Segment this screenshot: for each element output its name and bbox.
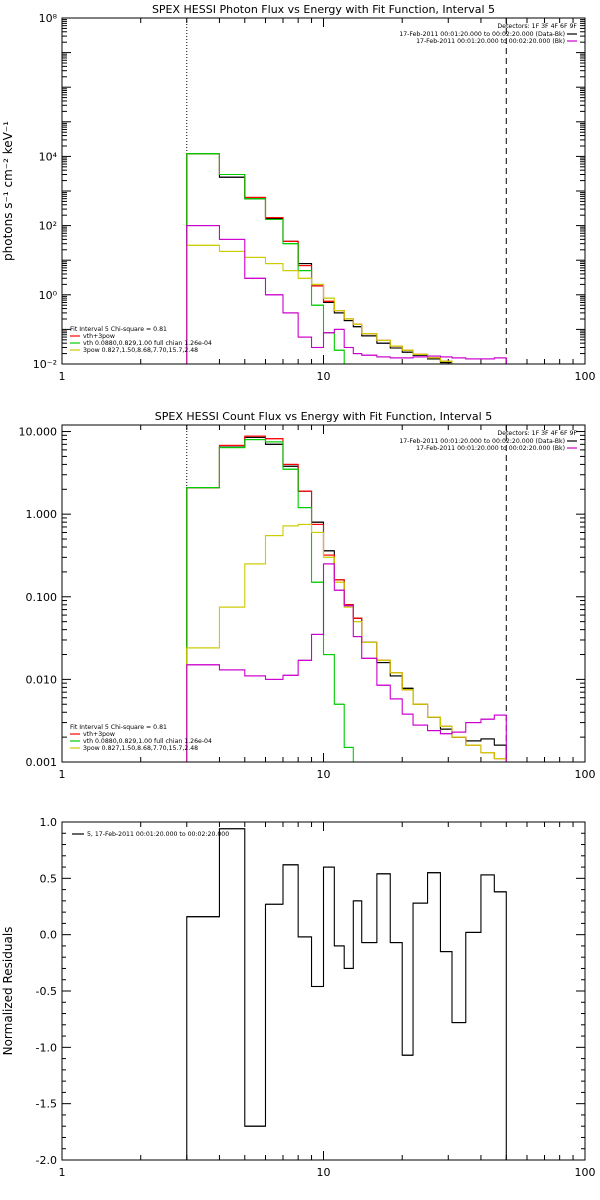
plot-area bbox=[186, 153, 507, 364]
series-vth bbox=[186, 153, 354, 364]
series-vth bbox=[186, 438, 354, 762]
y-tick-label: 0.100 bbox=[26, 591, 58, 604]
series-line-vth bbox=[186, 438, 354, 762]
x-tick-label: 100 bbox=[575, 1166, 596, 1179]
top-legend-entry: 17-Feb-2011 00:01:20.000 to 00:02:20.000… bbox=[416, 445, 565, 452]
top-legend-entry: 17-Feb-2011 00:01:20.000 to 00:02:20.000… bbox=[399, 31, 565, 38]
y-axis-label: photons s⁻¹ cm⁻² keV⁻¹ bbox=[1, 121, 15, 261]
x-tick-label: 100 bbox=[575, 768, 596, 781]
series-residuals bbox=[186, 828, 507, 1160]
y-tick-label: -2.0 bbox=[36, 1154, 57, 1167]
series-bk bbox=[186, 225, 507, 364]
x-tick-label: 100 bbox=[575, 370, 596, 383]
x-tick-label: 10 bbox=[317, 1166, 331, 1179]
y-tick-label: 10² bbox=[39, 220, 57, 233]
y-tick-label: 0.001 bbox=[26, 756, 58, 769]
y-tick-label: 10.000 bbox=[19, 426, 58, 439]
fit-legend-header: Fit Interval 5 Chi-square = 0.81 bbox=[70, 724, 167, 731]
fit-legend-entry: vth 0.0880,0.829,1.00 full chian 1.26e-0… bbox=[83, 738, 212, 745]
y-tick-label: 10⁻² bbox=[33, 358, 57, 371]
detectors-label: Detectors: 1F 3F 4F 6F 9F bbox=[497, 430, 577, 437]
y-tick-label: 1.0 bbox=[40, 816, 58, 829]
x-tick-label: 1 bbox=[59, 370, 66, 383]
series-vth+3pow bbox=[186, 153, 453, 364]
y-tick-label: 0.010 bbox=[26, 673, 58, 686]
series-line-3pow bbox=[186, 523, 507, 762]
fit-legend-entry: vth 0.0880,0.829,1.00 full chian 1.26e-0… bbox=[83, 340, 212, 347]
x-tick-label: 10 bbox=[317, 370, 331, 383]
panel-3: 1 10 100 -2.0 -1.5 -1.0 -0.5 0.0 0.5 1.0 Normalize… bbox=[1, 816, 596, 1179]
series-line-data-bk bbox=[186, 153, 453, 364]
series-vth+3pow bbox=[186, 435, 507, 762]
series-line-vth bbox=[186, 153, 354, 364]
residual-legend-entry: 5, 17-Feb-2011 00:01:20.000 to 00:02:20.… bbox=[87, 831, 229, 838]
series-line-vth+3pow bbox=[186, 153, 453, 364]
series-line-bk bbox=[186, 563, 507, 762]
x-tick-label: 10 bbox=[317, 768, 331, 781]
series-line-3pow bbox=[186, 244, 453, 364]
y-tick-label: 10⁰ bbox=[39, 289, 58, 302]
series-line-data-bk bbox=[186, 436, 507, 762]
y-tick-label: 0.5 bbox=[40, 872, 58, 885]
fit-legend-entry: 3pow 0.827,1.50,8.68,7.70,15.7,2.48 bbox=[83, 347, 198, 354]
plot-frame bbox=[61, 17, 586, 365]
y-tick-label: 10⁸ bbox=[39, 12, 58, 25]
y-tick-label: 1.000 bbox=[26, 508, 58, 521]
y-tick-label: 10⁴ bbox=[39, 150, 58, 163]
fit-legend-header: Fit Interval 5 Chi-square = 0.81 bbox=[70, 326, 167, 333]
fit-legend-entry: vth+3pow bbox=[83, 731, 115, 738]
x-tick-label: 1 bbox=[59, 1166, 66, 1179]
plot-frame bbox=[61, 821, 586, 1161]
panel-2: SPEX HESSI Count Flux vs Energy with Fit… bbox=[19, 410, 596, 781]
series-bk bbox=[186, 563, 507, 762]
series-3pow bbox=[186, 244, 453, 364]
series-line-residuals bbox=[186, 828, 507, 1160]
x-tick-label: 1 bbox=[59, 768, 66, 781]
series-data-bk bbox=[186, 436, 507, 762]
series-data-bk bbox=[186, 153, 453, 364]
top-legend-entry: 17-Feb-2011 00:01:20.000 to 00:02:20.000… bbox=[399, 438, 565, 445]
series-3pow bbox=[186, 523, 507, 762]
chart-title: SPEX HESSI Photon Flux vs Energy with Fi… bbox=[152, 3, 495, 16]
y-axis-label: Normalized Residuals bbox=[1, 927, 15, 1056]
fit-legend-entry: vth+3pow bbox=[83, 333, 115, 340]
series-line-vth+3pow bbox=[186, 435, 507, 762]
plot-area bbox=[186, 435, 507, 762]
plot-frame bbox=[61, 424, 586, 763]
fit-legend-entry: 3pow 0.827,1.50,8.68,7.70,15.7,2.48 bbox=[83, 745, 198, 752]
y-tick-label: -0.5 bbox=[36, 985, 57, 998]
plot-area bbox=[186, 828, 507, 1160]
series-line-bk bbox=[186, 225, 507, 364]
panel-1: SPEX HESSI Photon Flux vs Energy with Fi… bbox=[1, 3, 596, 383]
y-tick-label: 0.0 bbox=[40, 929, 58, 942]
chart-title: SPEX HESSI Count Flux vs Energy with Fit… bbox=[155, 410, 492, 423]
y-tick-label: -1.5 bbox=[36, 1098, 57, 1111]
detectors-label: Detectors: 1F 3F 4F 6F 9F bbox=[497, 23, 577, 30]
y-tick-label: -1.0 bbox=[36, 1041, 57, 1054]
top-legend-entry: 17-Feb-2011 00:01:20.000 to 00:02:20.000… bbox=[416, 38, 565, 45]
